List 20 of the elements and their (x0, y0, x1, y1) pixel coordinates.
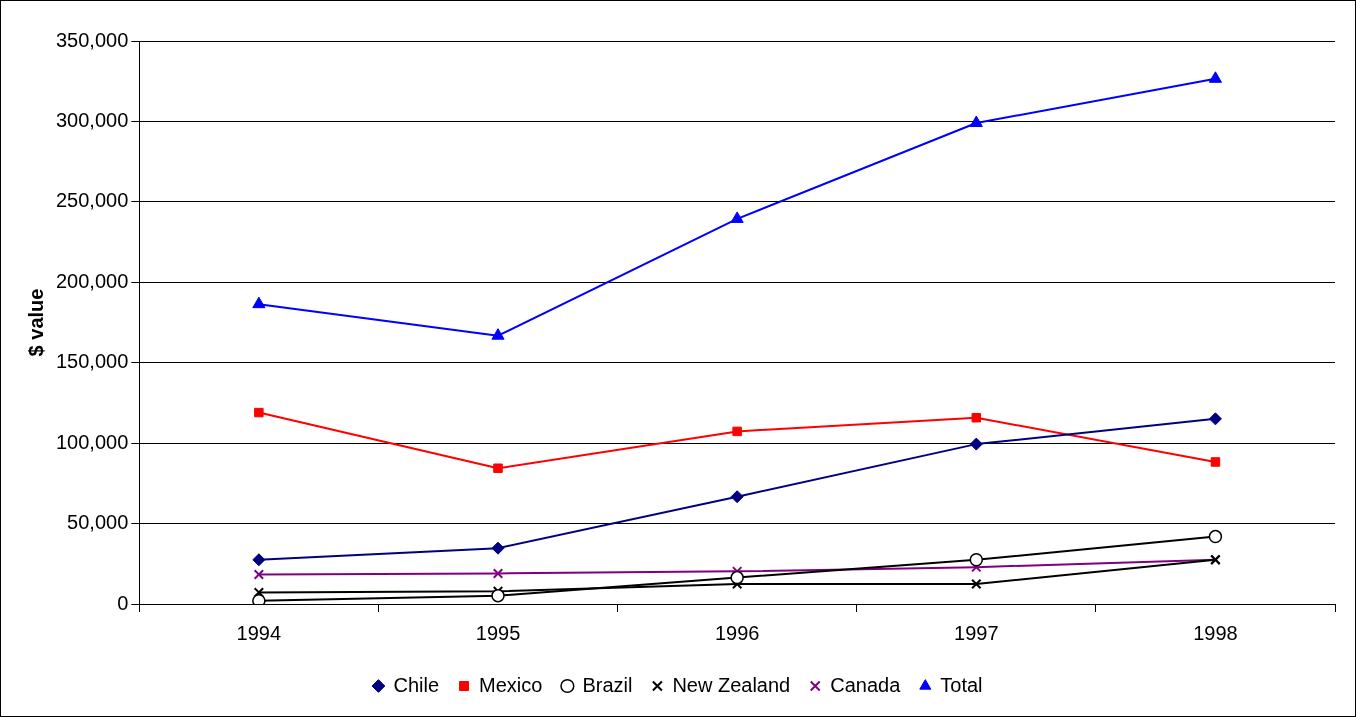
y-tick-label: 250,000 (56, 189, 129, 212)
y-tick-label: 100,000 (56, 430, 129, 453)
x-tick-label: 1995 (475, 621, 521, 644)
x-tick-label: 1997 (954, 621, 999, 644)
x-tick-label: 1994 (236, 621, 282, 644)
y-tick-label: 200,000 (56, 269, 129, 292)
x-tick-label: 1996 (714, 621, 760, 644)
y-tick-label: 350,000 (56, 28, 129, 51)
legend-label: Chile (393, 673, 440, 696)
y-tick-label: 300,000 (56, 108, 129, 131)
x-tick-label: 1998 (1193, 621, 1238, 644)
y-tick-label: 50,000 (67, 511, 129, 534)
legend-label: New Zealand (672, 673, 791, 696)
y-tick-label: 150,000 (56, 350, 129, 373)
legend-label: Brazil (582, 673, 633, 696)
legend-label: Total (940, 673, 983, 696)
legend-label: Mexico (479, 673, 543, 696)
y-axis-title: $ value (24, 288, 47, 357)
legend-label: Canada (830, 673, 902, 696)
y-tick-label: 0 (117, 591, 129, 614)
